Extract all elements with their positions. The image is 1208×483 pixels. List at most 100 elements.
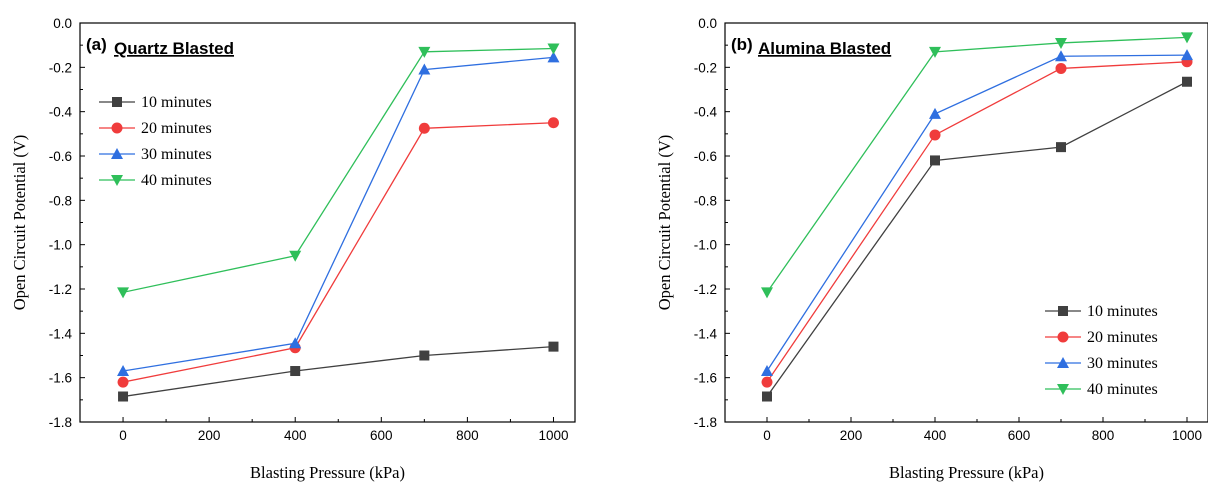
data-point <box>290 366 301 377</box>
series-line <box>766 36 1188 293</box>
x-tick-label: 200 <box>198 428 221 443</box>
data-point <box>1056 142 1066 153</box>
x-tick-label: 0 <box>763 428 771 443</box>
series-4 <box>761 32 1193 299</box>
data-point <box>1055 37 1067 49</box>
data-point <box>418 46 431 58</box>
x-tick-label: 800 <box>456 428 479 443</box>
y-tick-label: -1.6 <box>49 371 72 386</box>
data-point <box>762 391 772 402</box>
y-tick-label: -1.4 <box>694 326 718 341</box>
series-line <box>122 47 554 293</box>
legend-label: 20 minutes <box>1087 329 1158 346</box>
legend-label: 20 minutes <box>141 120 212 137</box>
y-tick-label: -0.8 <box>49 193 72 208</box>
legend-marker <box>1057 331 1069 343</box>
data-point <box>289 250 302 262</box>
series-1 <box>118 341 559 402</box>
legend-label: 10 minutes <box>141 94 212 111</box>
y-tick-label: -1.2 <box>49 282 72 297</box>
series-line <box>122 345 554 398</box>
legend-marker <box>111 148 123 159</box>
series-line <box>122 56 554 372</box>
x-axis-title: Blasting Pressure (kPa) <box>889 463 1044 482</box>
data-point <box>117 287 130 299</box>
series-3 <box>117 51 560 377</box>
data-point <box>1182 76 1192 87</box>
series-line <box>122 122 554 383</box>
data-point <box>548 341 559 352</box>
y-axis-title: Open Circuit Potential (V) <box>10 135 29 311</box>
y-tick-label: 0.0 <box>53 16 72 31</box>
legend-item: 30 minutes <box>99 146 212 163</box>
x-tick-label: 600 <box>1008 428 1031 443</box>
x-tick-label: 800 <box>1092 428 1115 443</box>
x-tick-label: 400 <box>284 428 307 443</box>
panel-title: Alumina Blasted <box>758 39 891 58</box>
legend-item: 30 minutes <box>1045 355 1158 372</box>
panel-title: Quartz Blasted <box>114 39 234 58</box>
data-point <box>929 107 941 119</box>
data-point <box>418 63 431 75</box>
legend-marker <box>1057 384 1069 395</box>
legend-item: 40 minutes <box>99 172 212 189</box>
data-point <box>547 43 560 55</box>
y-tick-label: 0.0 <box>698 16 717 31</box>
legend-label: 30 minutes <box>141 146 212 163</box>
y-tick-label: -0.4 <box>694 105 718 120</box>
data-point <box>118 391 129 402</box>
data-point <box>1181 32 1193 44</box>
legend-item: 10 minutes <box>1045 303 1158 320</box>
series-line <box>766 54 1188 372</box>
data-point <box>761 287 773 299</box>
legend-marker <box>111 175 123 186</box>
data-point <box>929 46 941 58</box>
legend-label: 40 minutes <box>1087 381 1158 398</box>
x-axis-title: Blasting Pressure (kPa) <box>250 463 405 482</box>
legend-label: 30 minutes <box>1087 355 1158 372</box>
series-3 <box>761 49 1193 377</box>
y-tick-label: -0.2 <box>49 60 72 75</box>
panel-letter: (b) <box>731 35 753 54</box>
series-line <box>766 61 1188 383</box>
data-point <box>547 117 559 129</box>
legend: 10 minutes 20 minutes 30 minutes 40 minutes <box>1045 303 1158 398</box>
x-tick-label: 1000 <box>538 428 568 443</box>
y-tick-label: -1.6 <box>694 371 717 386</box>
legend-item: 20 minutes <box>1045 329 1158 346</box>
data-point <box>761 365 773 377</box>
legend-item: 40 minutes <box>1045 381 1158 398</box>
legend-marker <box>112 97 122 107</box>
data-point <box>1055 50 1067 62</box>
data-point <box>547 51 560 63</box>
x-tick-label: 400 <box>924 428 947 443</box>
x-tick-label: 0 <box>119 428 127 443</box>
legend-marker <box>1057 357 1069 368</box>
legend-marker <box>1058 306 1068 316</box>
y-tick-label: -1.0 <box>694 238 717 253</box>
data-point <box>1181 49 1193 61</box>
data-point <box>930 155 940 166</box>
x-tick-label: 600 <box>370 428 393 443</box>
legend: 10 minutes 20 minutes 30 minutes 40 minutes <box>99 94 212 189</box>
data-point <box>761 376 773 388</box>
data-point <box>117 365 130 377</box>
chart-panel-b: 0 200 400 600 800 1000 0.0 -0.2 -0.4 -0.6 -0.8 -1.0… <box>655 16 1208 482</box>
x-tick-label: 1000 <box>1172 428 1202 443</box>
data-point <box>117 376 129 388</box>
plot-frame <box>79 22 576 423</box>
y-tick-label: -1.8 <box>49 415 72 430</box>
y-tick-label: -0.8 <box>694 193 717 208</box>
legend-label: 10 minutes <box>1087 303 1158 320</box>
y-tick-label: -0.6 <box>49 149 72 164</box>
legend-marker <box>111 122 123 134</box>
series-4 <box>117 43 560 299</box>
x-tick-label: 200 <box>840 428 863 443</box>
y-tick-label: -0.2 <box>694 60 717 75</box>
chart-panel-a: 0 200 400 600 800 1000 0.0 -0.2 -0.4 -0.6 -0.8 -1.0… <box>10 16 576 482</box>
plot-frame <box>724 22 1208 423</box>
legend-label: 40 minutes <box>141 172 212 189</box>
data-point <box>418 122 430 134</box>
legend-item: 20 minutes <box>99 120 212 137</box>
